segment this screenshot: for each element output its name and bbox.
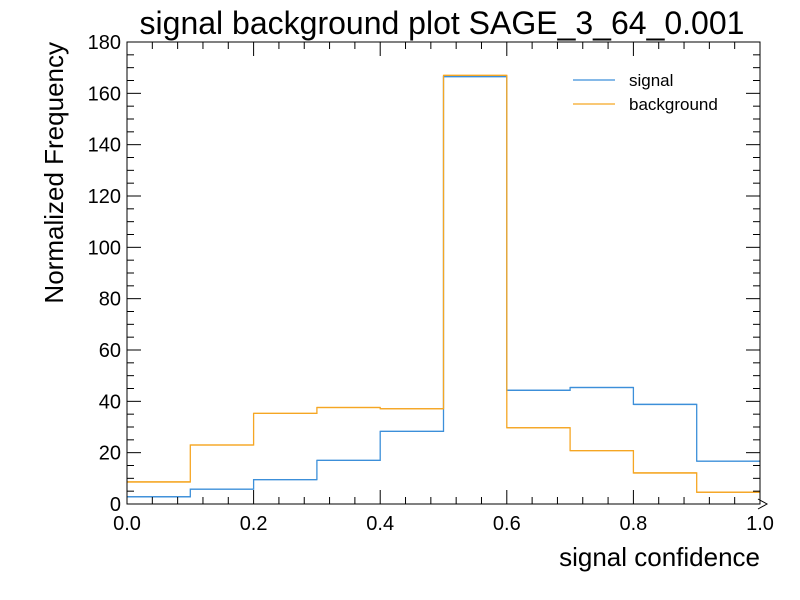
- y-tick-label: 80: [99, 289, 121, 311]
- y-tick-label: 160: [88, 83, 121, 105]
- x-tick-label: 1.0: [746, 513, 774, 535]
- y-tick-label: 180: [88, 32, 121, 54]
- y-tick-label: 60: [99, 340, 121, 362]
- chart-title: signal background plot SAGE_3_64_0.001: [140, 5, 745, 41]
- y-tick-label: 140: [88, 135, 121, 157]
- y-tick-label: 120: [88, 186, 121, 208]
- y-tick-label: 40: [99, 391, 121, 413]
- x-tick-label: 0.6: [493, 513, 521, 535]
- x-tick-label: 0.2: [240, 513, 268, 535]
- y-tick-label: 100: [88, 237, 121, 259]
- legend-label-background: background: [629, 95, 718, 114]
- series-layer: [127, 74, 760, 498]
- y-tick-label: 0: [110, 494, 121, 516]
- x-axis-label: signal confidence: [559, 542, 760, 572]
- axis-ticks: [126, 41, 761, 505]
- legend-label-signal: signal: [629, 71, 673, 90]
- legend: signal background: [573, 71, 718, 114]
- x-tick-label: 0.0: [113, 513, 141, 535]
- x-tick-label: 0.4: [366, 513, 394, 535]
- x-axis-arrow: [757, 498, 769, 510]
- y-axis-label: Normalized Frequency: [39, 42, 69, 304]
- series-line-background: [127, 74, 760, 493]
- tick-labels: 0.0 0.2 0.4 0.6 0.8 1.0 0 20 40 60 80 100 120 140 160 1…: [88, 32, 774, 535]
- y-tick-label: 20: [99, 443, 121, 465]
- x-tick-label: 0.8: [619, 513, 647, 535]
